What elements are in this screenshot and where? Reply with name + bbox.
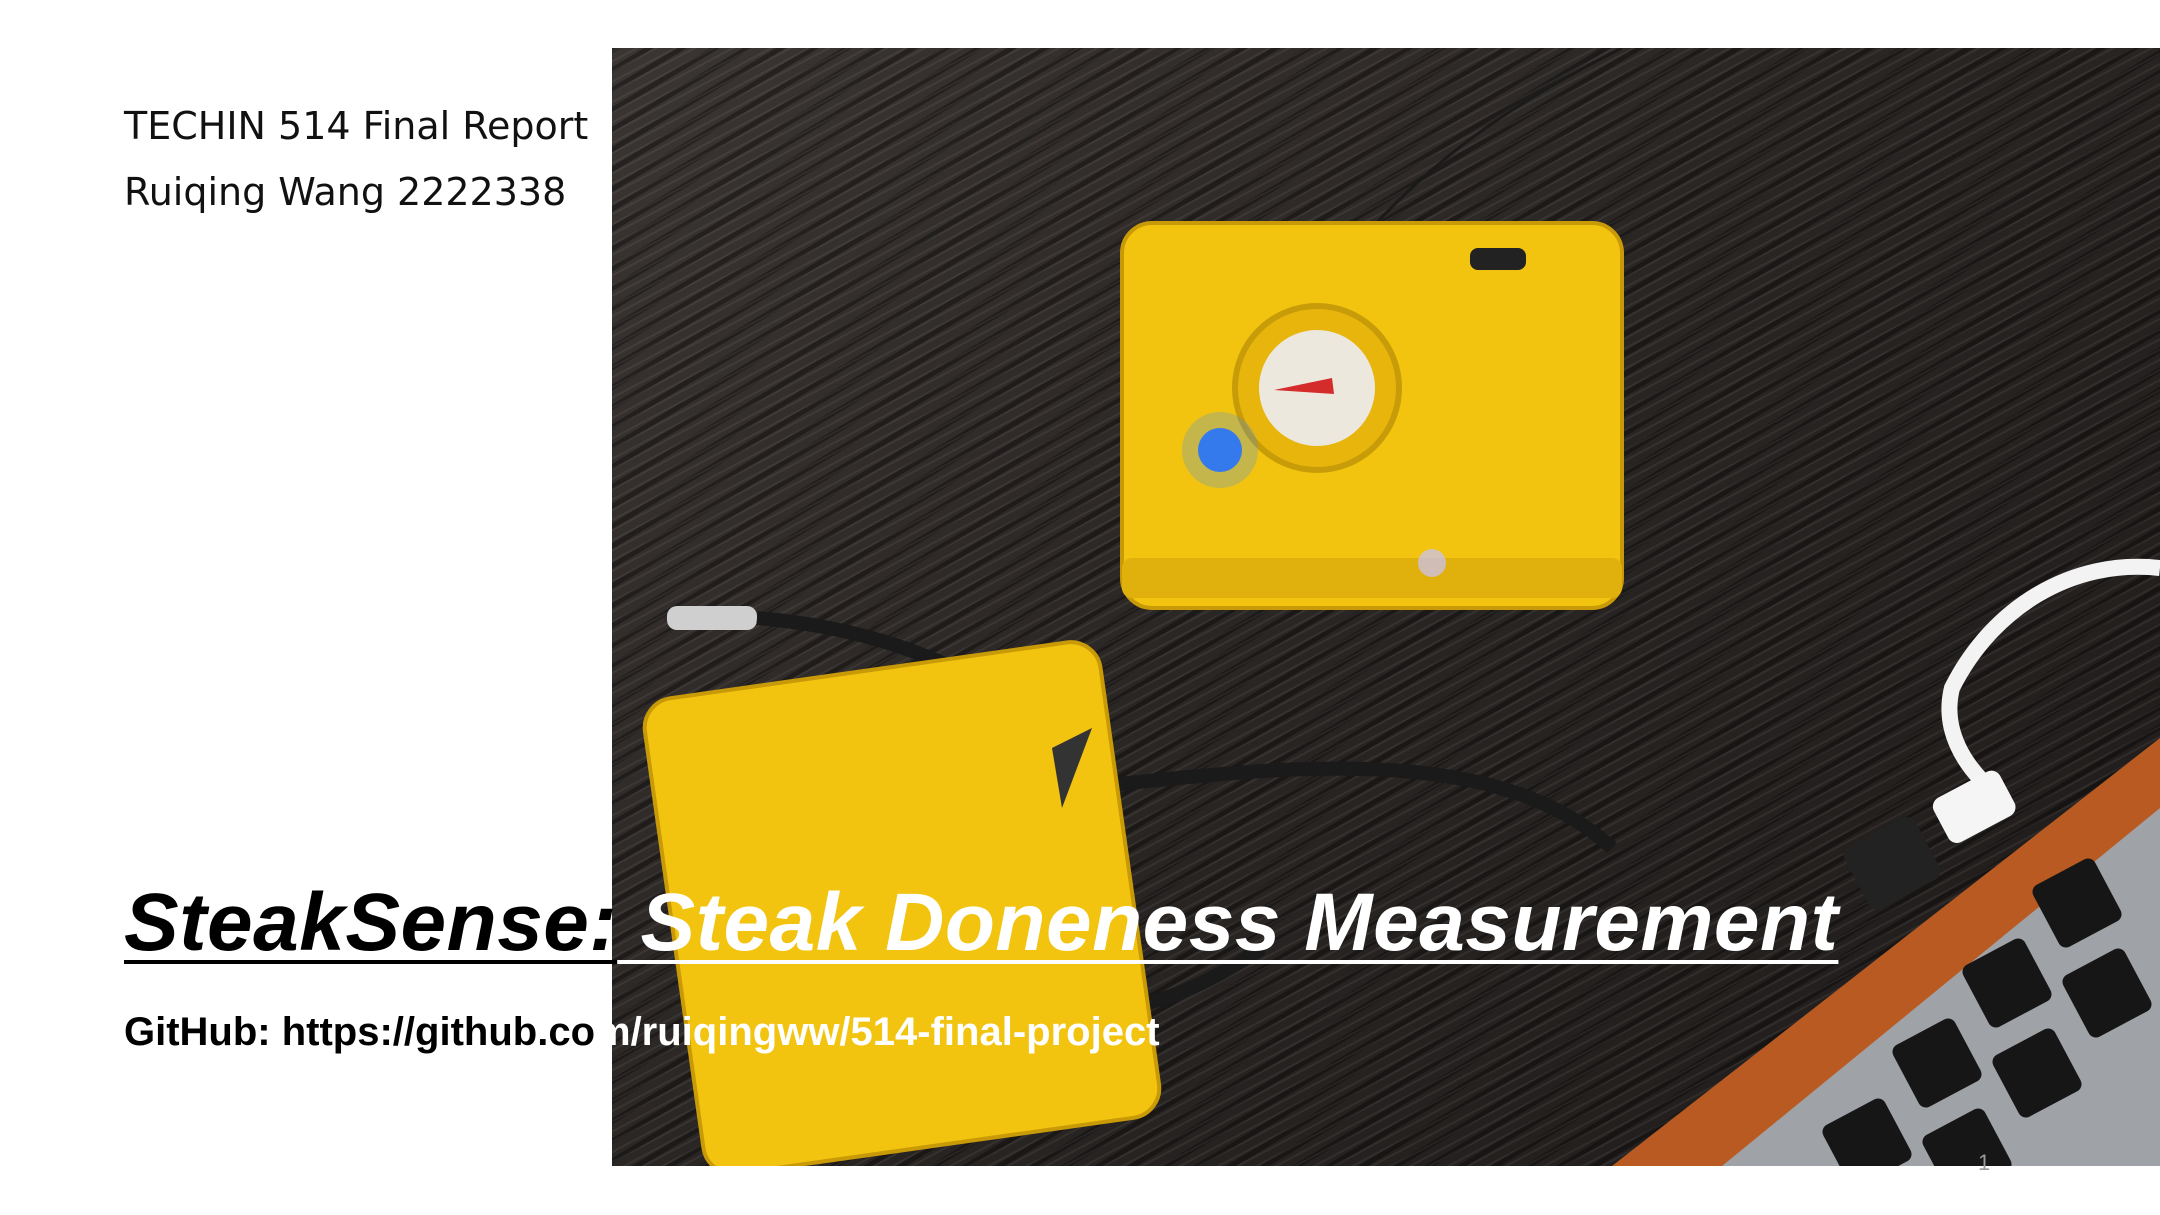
device-illustration	[642, 48, 2160, 1166]
presentation-title: SteakSense: Steak Doneness Measurement	[124, 876, 1838, 970]
title-measurement: Measurement	[1281, 877, 1839, 968]
github-link-suffix: m/ruiqingww/514-final-project	[595, 1010, 1160, 1054]
github-link[interactable]: GitHub: https://github.com/ruiqingww/514…	[124, 1010, 1160, 1055]
author-line: Ruiqing Wang 2222338	[124, 170, 567, 214]
product-photo	[612, 48, 2160, 1166]
github-link-prefix: GitHub: https://github.co	[124, 1010, 595, 1054]
title-subject: Steak Doneness	[617, 877, 1281, 968]
course-title: TECHIN 514 Final Report	[124, 104, 589, 148]
title-product-name: SteakSense:	[124, 877, 618, 968]
slide-number: 1	[1978, 1150, 1991, 1175]
